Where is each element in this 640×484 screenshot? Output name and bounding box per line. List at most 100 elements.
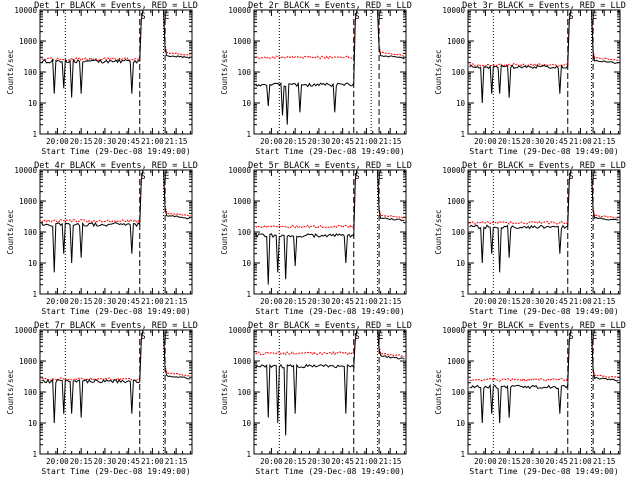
y-tick-label: 10000 bbox=[14, 166, 37, 175]
y-tick-label: 10000 bbox=[14, 6, 37, 15]
x-tick-label: 20:00 bbox=[46, 297, 69, 306]
panel-title: Det 4r BLACK = Events, RED = LLD bbox=[34, 161, 198, 171]
x-axis-label: Start Time (29-Dec-08 19:49:00) bbox=[469, 147, 618, 156]
y-tick-label: 10000 bbox=[228, 326, 251, 335]
y-tick-label: 100 bbox=[23, 68, 37, 77]
marker-label-s: S bbox=[568, 172, 573, 182]
x-tick-label: 20:45 bbox=[545, 297, 568, 306]
y-tick-label: 1000 bbox=[19, 37, 38, 46]
x-axis-label: Start Time (29-Dec-08 19:49:00) bbox=[255, 147, 404, 156]
y-tick-label: 10000 bbox=[14, 326, 37, 335]
y-axis-label: Counts/sec bbox=[220, 49, 229, 94]
x-axis-label: Start Time (29-Dec-08 19:49:00) bbox=[469, 467, 618, 476]
marker-label-s: S bbox=[140, 12, 145, 22]
y-axis-label: Counts/sec bbox=[220, 369, 229, 414]
y-tick-label: 1 bbox=[246, 450, 251, 459]
events-series-line bbox=[255, 9, 405, 125]
y-tick-label: 1 bbox=[32, 450, 37, 459]
events-series-line bbox=[469, 9, 619, 104]
events-series-line bbox=[255, 329, 405, 436]
x-tick-label: 20:15 bbox=[498, 457, 521, 466]
x-tick-label: 20:15 bbox=[70, 457, 93, 466]
x-tick-label: 20:45 bbox=[545, 457, 568, 466]
x-axis-label: Start Time (29-Dec-08 19:49:00) bbox=[41, 307, 190, 316]
x-tick-label: 21:00 bbox=[141, 457, 164, 466]
x-tick-label: 20:45 bbox=[117, 137, 140, 146]
marker-label-e: E bbox=[378, 332, 383, 342]
x-axis-label: Start Time (29-Dec-08 19:49:00) bbox=[41, 147, 190, 156]
y-tick-label: 10 bbox=[242, 419, 252, 428]
x-tick-label: 20:30 bbox=[522, 137, 545, 146]
marker-label-s: S bbox=[140, 172, 145, 182]
x-tick-label: 20:45 bbox=[331, 297, 354, 306]
y-tick-label: 1000 bbox=[233, 197, 252, 206]
x-tick-label: 20:30 bbox=[94, 297, 117, 306]
x-tick-label: 20:30 bbox=[522, 457, 545, 466]
x-tick-label: 21:15 bbox=[379, 457, 402, 466]
y-tick-label: 100 bbox=[451, 68, 465, 77]
marker-label-s: S bbox=[354, 332, 359, 342]
x-tick-label: 20:45 bbox=[331, 457, 354, 466]
x-axis-label: Start Time (29-Dec-08 19:49:00) bbox=[469, 307, 618, 316]
x-tick-label: 21:00 bbox=[355, 137, 378, 146]
panel-title: Det 6r BLACK = Events, RED = LLD bbox=[462, 161, 626, 171]
y-tick-label: 10000 bbox=[228, 166, 251, 175]
x-tick-label: 21:15 bbox=[165, 457, 188, 466]
y-tick-label: 1000 bbox=[233, 37, 252, 46]
y-tick-label: 1 bbox=[32, 130, 37, 139]
detector-panel-6: Det 6r BLACK = Events, RED = LLD 1 10 100 10… bbox=[434, 161, 626, 316]
x-axis-label: Start Time (29-Dec-08 19:49:00) bbox=[255, 307, 404, 316]
detector-panel-9: Det 9r BLACK = Events, RED = LLD 1 10 100 10… bbox=[434, 321, 626, 476]
y-tick-label: 1000 bbox=[447, 197, 466, 206]
x-tick-label: 21:15 bbox=[593, 457, 616, 466]
detector-panel-2: Det 2r BLACK = Events, RED = LLD 1 10 100 10… bbox=[220, 1, 412, 156]
x-tick-label: 21:00 bbox=[355, 297, 378, 306]
marker-label-e: E bbox=[164, 172, 169, 182]
y-tick-label: 1 bbox=[246, 290, 251, 299]
panel-title: Det 5r BLACK = Events, RED = LLD bbox=[248, 161, 412, 171]
y-tick-label: 1000 bbox=[19, 357, 38, 366]
y-tick-label: 1000 bbox=[233, 357, 252, 366]
x-tick-label: 20:30 bbox=[94, 137, 117, 146]
lld-series-line bbox=[41, 169, 191, 224]
y-tick-label: 100 bbox=[451, 388, 465, 397]
x-tick-label: 20:45 bbox=[331, 137, 354, 146]
y-tick-label: 10 bbox=[456, 99, 466, 108]
events-series-line bbox=[41, 329, 191, 424]
x-tick-label: 20:15 bbox=[284, 457, 307, 466]
x-tick-label: 20:00 bbox=[260, 457, 283, 466]
x-tick-label: 20:00 bbox=[474, 137, 497, 146]
x-tick-label: 21:00 bbox=[141, 297, 164, 306]
marker-label-s: S bbox=[568, 332, 573, 342]
x-axis-label: Start Time (29-Dec-08 19:49:00) bbox=[41, 467, 190, 476]
y-tick-label: 100 bbox=[451, 228, 465, 237]
x-tick-label: 20:00 bbox=[46, 457, 69, 466]
y-tick-label: 1000 bbox=[447, 357, 466, 366]
detector-panel-5: Det 5r BLACK = Events, RED = LLD 1 10 100 10… bbox=[220, 161, 412, 316]
x-tick-label: 20:45 bbox=[117, 457, 140, 466]
y-tick-label: 100 bbox=[237, 68, 251, 77]
x-tick-label: 20:15 bbox=[284, 137, 307, 146]
x-tick-label: 21:15 bbox=[593, 137, 616, 146]
events-series-line bbox=[469, 329, 619, 424]
events-series-line bbox=[41, 9, 191, 98]
y-tick-label: 100 bbox=[237, 228, 251, 237]
y-tick-label: 1 bbox=[246, 130, 251, 139]
x-tick-label: 20:45 bbox=[545, 137, 568, 146]
y-tick-label: 1 bbox=[460, 130, 465, 139]
x-tick-label: 20:30 bbox=[308, 137, 331, 146]
panel-title: Det 7r BLACK = Events, RED = LLD bbox=[34, 321, 198, 331]
x-tick-label: 20:15 bbox=[70, 137, 93, 146]
y-tick-label: 10000 bbox=[228, 6, 251, 15]
x-tick-label: 20:30 bbox=[522, 297, 545, 306]
y-tick-label: 100 bbox=[23, 228, 37, 237]
x-tick-label: 20:30 bbox=[94, 457, 117, 466]
marker-label-s: S bbox=[354, 12, 359, 22]
marker-label-e: E bbox=[164, 12, 169, 22]
lld-series-line bbox=[469, 329, 619, 382]
y-tick-label: 10 bbox=[28, 259, 38, 268]
plot-frame bbox=[253, 169, 407, 295]
x-tick-label: 20:15 bbox=[70, 297, 93, 306]
